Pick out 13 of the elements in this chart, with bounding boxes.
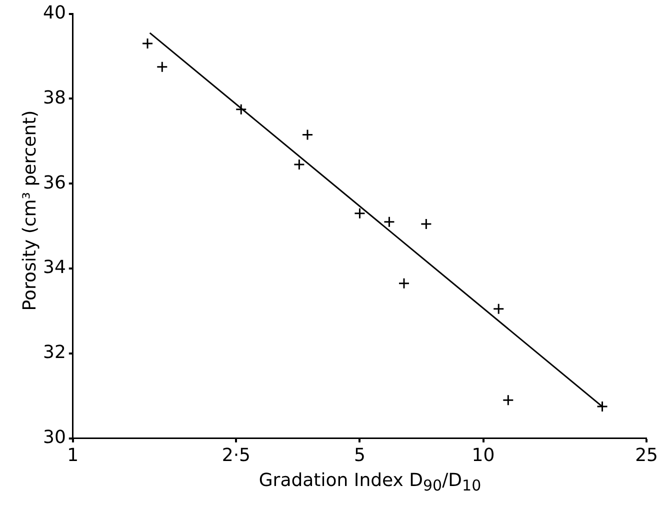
x-axis-title: Gradation Index D$_{90}$/D$_{10}$ [258, 470, 482, 495]
x-tick-label: 1 [67, 444, 79, 466]
y-tick-label: 34 [43, 257, 66, 278]
y-tick-label: 30 [43, 427, 66, 448]
y-tick-label: 38 [43, 87, 66, 108]
y-axis-title: Porosity (cm³ percent) [20, 109, 40, 313]
y-tick-label: 36 [43, 172, 66, 194]
x-tick-label: 25 [635, 444, 658, 466]
y-tick-label: 40 [43, 2, 66, 24]
x-tick-label: 5 [354, 444, 366, 466]
x-tick-label: 2·5 [222, 444, 251, 466]
x-tick-label: 10 [472, 444, 495, 466]
y-tick-label: 32 [43, 342, 66, 364]
